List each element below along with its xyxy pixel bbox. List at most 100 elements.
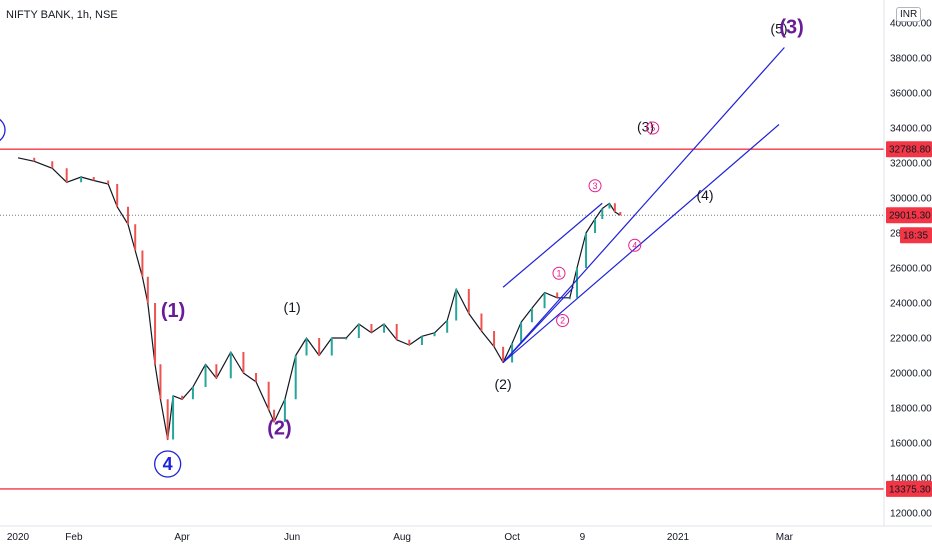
candle bbox=[330, 338, 333, 356]
candle bbox=[345, 338, 348, 340]
channel-line bbox=[502, 47, 785, 363]
horizontal-levels bbox=[0, 148, 884, 490]
candle bbox=[420, 336, 423, 345]
x-tick-label: 9 bbox=[580, 532, 586, 543]
level-price-tag: 13375.30 bbox=[889, 484, 931, 495]
wave-label: 2 bbox=[560, 316, 565, 326]
level-price-tag-bg bbox=[886, 141, 932, 158]
candle bbox=[305, 338, 308, 356]
y-tick-label: 32000.00 bbox=[890, 159, 932, 170]
candle bbox=[383, 324, 386, 333]
wave-circle bbox=[556, 314, 570, 327]
candle bbox=[455, 289, 458, 321]
candle bbox=[318, 338, 321, 356]
candle bbox=[446, 320, 449, 333]
y-tick-label: 12000.00 bbox=[890, 509, 932, 520]
wave-circle bbox=[588, 179, 602, 193]
candle bbox=[556, 292, 559, 298]
candle bbox=[543, 292, 546, 309]
candle bbox=[242, 352, 245, 373]
x-tick-label: 2020 bbox=[7, 532, 30, 543]
wave-circle bbox=[154, 450, 182, 478]
wave-label: 5 bbox=[650, 123, 655, 133]
candle bbox=[191, 387, 194, 400]
candle bbox=[166, 399, 169, 440]
candle bbox=[33, 157, 36, 162]
y-tick-label: 16000.00 bbox=[890, 439, 932, 450]
x-tick-label: Feb bbox=[65, 532, 83, 543]
wave-label: 4 bbox=[632, 240, 637, 250]
price-tags: 32788.80 13375.30 29015.30 18:35 bbox=[886, 141, 932, 497]
channel-lines bbox=[502, 47, 785, 363]
candle bbox=[116, 184, 119, 207]
wave-label: (2) bbox=[267, 417, 291, 439]
level-price-tag: 32788.80 bbox=[889, 145, 931, 156]
y-tick-label: 38000.00 bbox=[890, 54, 932, 65]
wave-label: (5) bbox=[770, 21, 787, 37]
wave-circle-clipped bbox=[0, 118, 6, 142]
x-tick-label: Jun bbox=[284, 532, 300, 543]
price-axis[interactable]: 12000.00 14000.00 16000.00 18000.00 20000.00… bbox=[883, 0, 932, 550]
time-axis-bg bbox=[0, 526, 932, 550]
candle bbox=[267, 381, 270, 410]
wave-label: 4 bbox=[163, 454, 173, 474]
candle bbox=[408, 339, 411, 345]
candle bbox=[370, 324, 373, 333]
candle bbox=[172, 395, 175, 440]
wave-label: 3 bbox=[593, 181, 598, 191]
y-tick-label: 24000.00 bbox=[890, 299, 932, 310]
y-tick-label: 18000.00 bbox=[890, 404, 932, 415]
x-tick-label: 2021 bbox=[667, 532, 690, 543]
x-tick-label: Oct bbox=[504, 532, 520, 543]
wave-circle bbox=[646, 121, 660, 135]
y-tick-label: 36000.00 bbox=[890, 89, 932, 100]
candle bbox=[159, 364, 162, 400]
candle bbox=[92, 177, 95, 181]
candle bbox=[141, 250, 144, 277]
wave-label: 1 bbox=[556, 268, 561, 278]
candle bbox=[568, 297, 571, 300]
wave-label: (1) bbox=[161, 300, 185, 322]
channel-line bbox=[502, 124, 780, 363]
candle bbox=[154, 303, 157, 365]
candle bbox=[480, 313, 483, 331]
channel-line bbox=[502, 286, 574, 363]
currency-badge[interactable]: INR bbox=[896, 7, 922, 22]
candle bbox=[215, 364, 218, 379]
candle bbox=[294, 355, 297, 400]
candle bbox=[204, 364, 207, 387]
candle bbox=[229, 352, 232, 379]
current-price-tag: 29015.30 bbox=[889, 211, 931, 222]
candle bbox=[467, 289, 470, 314]
candle bbox=[51, 161, 54, 169]
candle bbox=[395, 324, 398, 340]
candle bbox=[134, 224, 137, 251]
time-axis[interactable]: 2020 Feb Apr Jun Aug Oct 9 2021 Mar bbox=[0, 525, 932, 550]
candle bbox=[255, 373, 258, 382]
countdown-tag-bg bbox=[900, 227, 932, 244]
candle bbox=[433, 332, 436, 337]
y-tick-label: 22000.00 bbox=[890, 334, 932, 345]
candle bbox=[613, 203, 616, 212]
candle bbox=[283, 399, 286, 422]
countdown-tag: 18:35 bbox=[903, 231, 928, 242]
candle bbox=[357, 324, 360, 338]
current-price-tag-bg bbox=[886, 207, 932, 224]
x-tick-label: Aug bbox=[393, 532, 411, 543]
symbol-title: NIFTY BANK, 1h, NSE bbox=[6, 9, 118, 21]
y-tick-label: 20000.00 bbox=[890, 369, 932, 380]
candle bbox=[530, 308, 533, 323]
candle bbox=[585, 233, 588, 268]
price-series bbox=[17, 157, 622, 441]
candle bbox=[608, 203, 611, 209]
y-tick-label: 40000.00 bbox=[890, 19, 932, 30]
y-tick-label: 34000.00 bbox=[890, 124, 932, 135]
price-line bbox=[17, 157, 621, 441]
x-tick-label: Apr bbox=[174, 532, 190, 543]
channel-line bbox=[502, 202, 603, 288]
wave-circle bbox=[628, 238, 642, 252]
candle bbox=[502, 346, 505, 363]
candle bbox=[601, 208, 604, 219]
